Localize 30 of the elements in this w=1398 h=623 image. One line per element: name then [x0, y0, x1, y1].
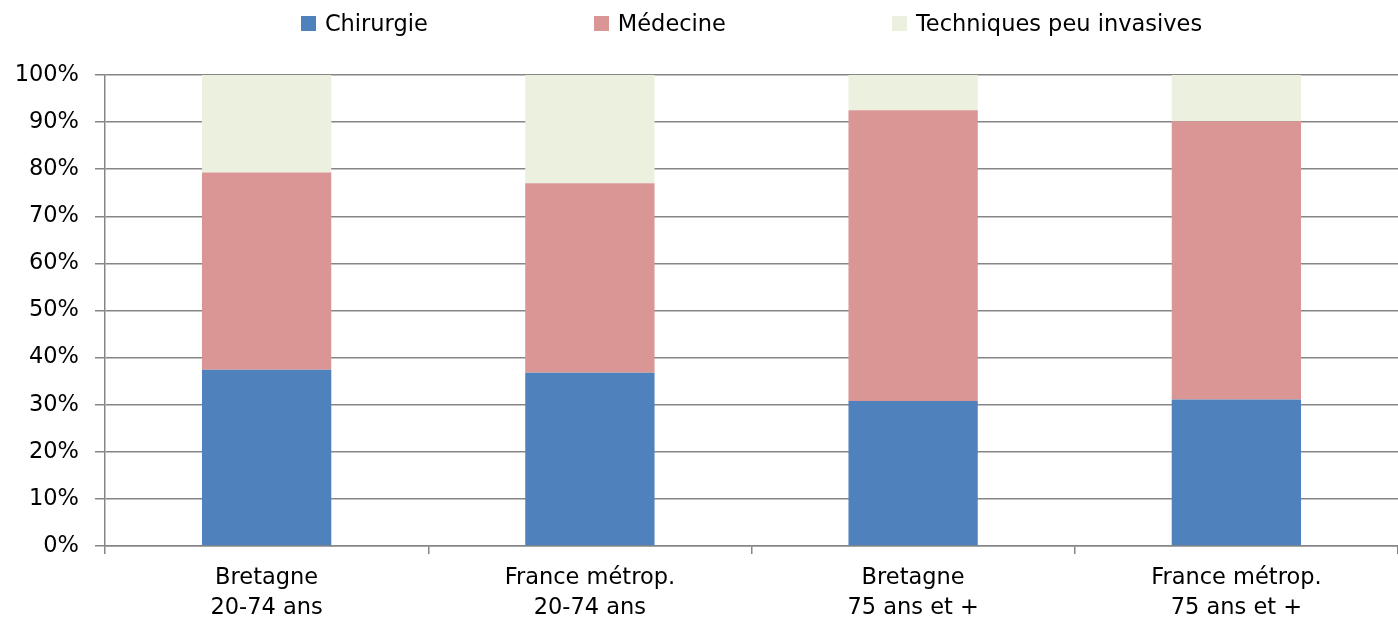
y-tick-label: 10%	[28, 483, 79, 510]
bar	[201, 172, 332, 370]
bar	[525, 75, 655, 184]
y-tick-label: 20%	[28, 436, 79, 463]
y-tick-label: 50%	[28, 295, 79, 322]
y-tick-label: 70%	[28, 201, 79, 228]
x-tick-label: Bretagne 20-74 ans	[210, 563, 323, 619]
x-tick-label: France métrop. 75 ans et +	[1151, 563, 1322, 619]
bar	[1171, 75, 1302, 122]
bar	[525, 372, 655, 546]
y-tick-label: 80%	[28, 154, 79, 181]
y-tick-label: 30%	[28, 389, 79, 416]
y-tick-label: 90%	[28, 106, 79, 133]
x-tick-label: Bretagne 75 ans et +	[847, 563, 979, 619]
bar	[848, 110, 978, 401]
bar	[848, 400, 978, 546]
y-tick-label: 60%	[28, 248, 79, 275]
bar	[848, 75, 978, 111]
bar	[201, 369, 332, 546]
legend-label: Chirurgie	[324, 10, 428, 36]
bar	[1171, 399, 1302, 546]
y-tick-label: 0%	[43, 530, 79, 557]
bar	[1171, 121, 1302, 400]
bar	[525, 183, 655, 373]
legend-label: Médecine	[617, 10, 726, 36]
y-tick-label: 100%	[14, 59, 79, 86]
x-tick-label: France métrop. 20-74 ans	[504, 563, 676, 619]
legend-label: Techniques peu invasives	[915, 10, 1203, 36]
y-tick-label: 40%	[28, 342, 79, 369]
bar	[201, 75, 332, 173]
